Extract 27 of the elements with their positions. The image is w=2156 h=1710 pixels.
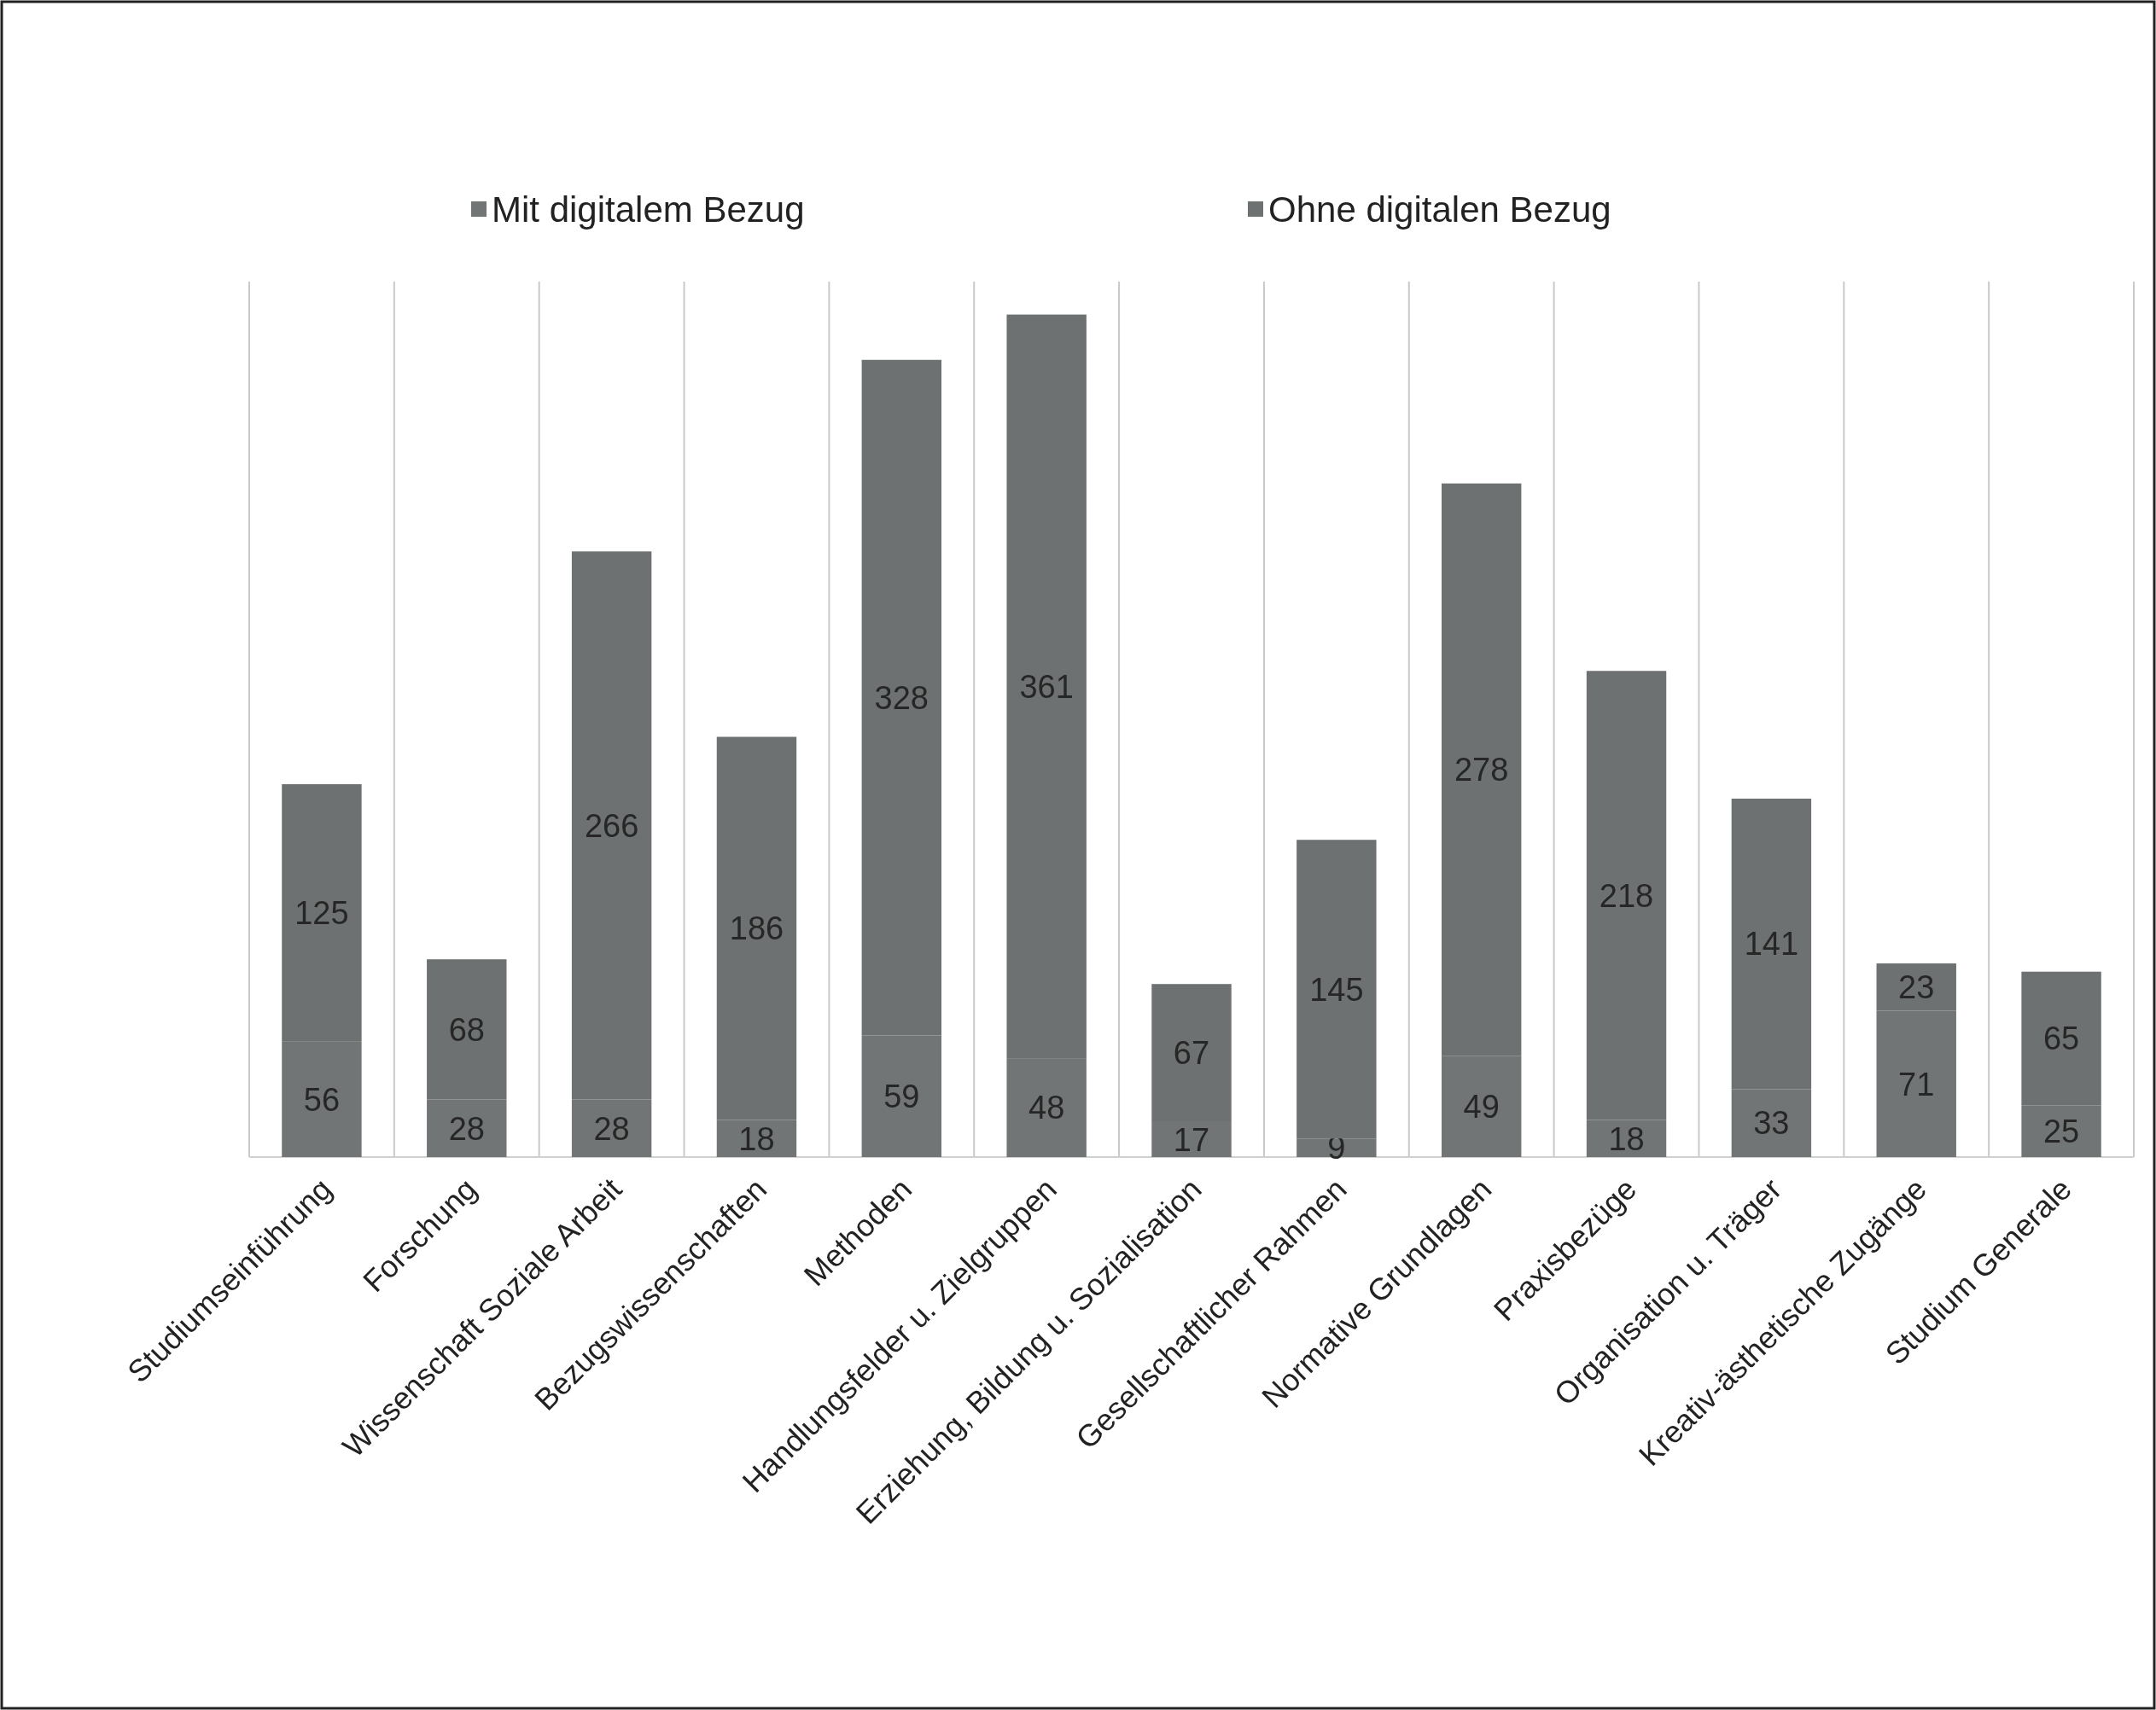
data-label: 67 <box>1173 1035 1210 1072</box>
legend-label: Ohne digitalen Bezug <box>1268 189 1611 230</box>
data-label: 49 <box>1463 1089 1500 1125</box>
data-label: 56 <box>303 1081 341 1118</box>
data-label: 218 <box>1599 877 1654 914</box>
data-label: 328 <box>874 679 929 716</box>
legend-label: Mit digitalem Bezug <box>492 189 805 230</box>
data-label: 23 <box>1898 969 1935 1006</box>
data-label: 17 <box>1173 1121 1210 1158</box>
data-label: 145 <box>1309 971 1364 1008</box>
data-label: 33 <box>1753 1105 1790 1142</box>
data-label: 65 <box>2042 1021 2080 1057</box>
data-label: 141 <box>1744 926 1799 963</box>
data-label: 278 <box>1454 752 1509 788</box>
data-label: 361 <box>1019 668 1074 705</box>
data-label: 125 <box>294 895 349 932</box>
data-label: 71 <box>1898 1066 1935 1102</box>
data-label: 28 <box>593 1110 630 1147</box>
data-label: 18 <box>738 1120 775 1157</box>
data-label: 59 <box>883 1079 920 1115</box>
data-label: 18 <box>1608 1120 1645 1157</box>
data-label: 68 <box>448 1011 485 1048</box>
data-label: 266 <box>584 807 639 844</box>
data-label: 25 <box>2042 1114 2080 1150</box>
data-label: 28 <box>448 1110 485 1147</box>
data-label: 48 <box>1028 1090 1065 1126</box>
data-label: 186 <box>729 910 784 947</box>
